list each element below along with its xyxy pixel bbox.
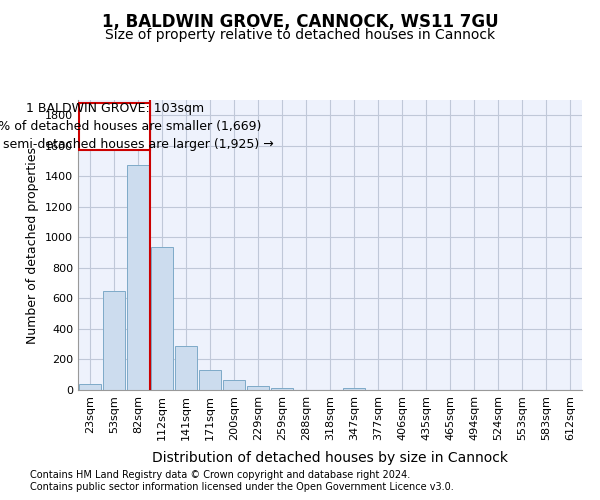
Bar: [199, 370, 221, 390]
Bar: [103, 291, 125, 390]
X-axis label: Distribution of detached houses by size in Cannock: Distribution of detached houses by size …: [152, 451, 508, 465]
Bar: [223, 380, 245, 390]
Bar: [79, 103, 150, 150]
Bar: [175, 346, 197, 390]
Bar: [343, 388, 365, 390]
Bar: [247, 386, 269, 390]
Bar: [271, 388, 293, 390]
Bar: [79, 384, 101, 390]
Text: 1, BALDWIN GROVE, CANNOCK, WS11 7GU: 1, BALDWIN GROVE, CANNOCK, WS11 7GU: [101, 12, 499, 30]
Text: Contains HM Land Registry data © Crown copyright and database right 2024.: Contains HM Land Registry data © Crown c…: [30, 470, 410, 480]
Text: Size of property relative to detached houses in Cannock: Size of property relative to detached ho…: [105, 28, 495, 42]
Bar: [151, 248, 173, 390]
Text: 1 BALDWIN GROVE: 103sqm
← 46% of detached houses are smaller (1,669)
54% of semi: 1 BALDWIN GROVE: 103sqm ← 46% of detache…: [0, 102, 274, 151]
Text: Contains public sector information licensed under the Open Government Licence v3: Contains public sector information licen…: [30, 482, 454, 492]
Y-axis label: Number of detached properties: Number of detached properties: [26, 146, 40, 344]
Bar: [127, 165, 149, 390]
